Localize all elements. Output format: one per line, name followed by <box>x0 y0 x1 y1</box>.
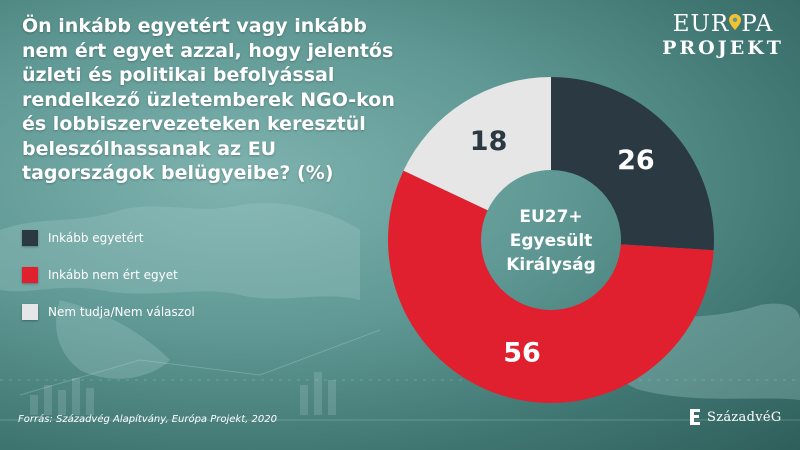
legend-item-dont-know: Nem tudja/Nem válaszol <box>22 302 195 322</box>
logo-text-part2: PA <box>741 11 774 37</box>
donut-data-labels: 26 56 18 <box>470 126 655 368</box>
logo-wordmark-top: EUR PA <box>658 12 788 37</box>
chart-title: Ön inkább egyetért vagy inkább nem ért e… <box>22 15 395 184</box>
center-label-line-2: Egyesült <box>510 231 593 251</box>
data-label-1: 26 <box>617 145 655 176</box>
szazadveg-brand: SzázadvéG <box>688 408 782 426</box>
donut-center-label: EU27+ Egyesült Királyság <box>506 207 596 275</box>
legend-swatch <box>22 304 38 320</box>
legend-swatch <box>22 230 38 246</box>
donut-slice-3 <box>403 76 551 211</box>
szazadveg-logo-icon <box>690 409 700 425</box>
europa-projekt-logo: EUR PA PROJEKT <box>658 12 788 60</box>
legend-label: Nem tudja/Nem válaszol <box>48 305 195 319</box>
legend: Inkább egyetért Inkább nem ért egyet Nem… <box>22 228 195 339</box>
logo-text-part1: EUR <box>672 11 730 37</box>
legend-swatch <box>22 267 38 283</box>
legend-label: Inkább nem ért egyet <box>48 268 178 282</box>
data-label-2: 56 <box>503 337 541 368</box>
donut-slice-1 <box>551 77 714 251</box>
source-note: Forrás: Századvég Alapítvány, Európa Pro… <box>18 414 277 425</box>
donut-slice-2 <box>387 170 714 404</box>
map-pin-icon <box>729 14 742 30</box>
data-label-3: 18 <box>470 126 508 157</box>
donut-slices <box>387 76 714 404</box>
center-label-line-1: EU27+ <box>519 207 582 227</box>
legend-label: Inkább egyetért <box>48 231 144 245</box>
center-label-line-3: Királyság <box>506 255 596 275</box>
legend-item-agree: Inkább egyetért <box>22 228 195 248</box>
brand-name: SzázadvéG <box>707 409 782 425</box>
logo-wordmark-bottom: PROJEKT <box>662 37 784 59</box>
legend-item-disagree: Inkább nem ért egyet <box>22 265 195 285</box>
